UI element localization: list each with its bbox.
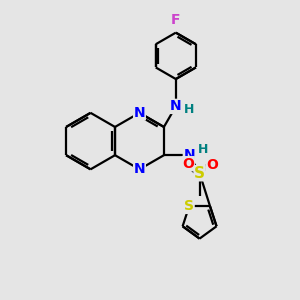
- Text: O: O: [206, 158, 218, 172]
- Text: N: N: [183, 148, 195, 162]
- Text: N: N: [134, 162, 145, 176]
- Text: N: N: [134, 106, 145, 120]
- Text: H: H: [184, 103, 194, 116]
- Text: S: S: [184, 199, 194, 213]
- Text: S: S: [194, 166, 205, 181]
- Text: O: O: [182, 157, 194, 171]
- Text: F: F: [171, 13, 181, 27]
- Text: H: H: [197, 143, 208, 156]
- Text: N: N: [170, 99, 182, 113]
